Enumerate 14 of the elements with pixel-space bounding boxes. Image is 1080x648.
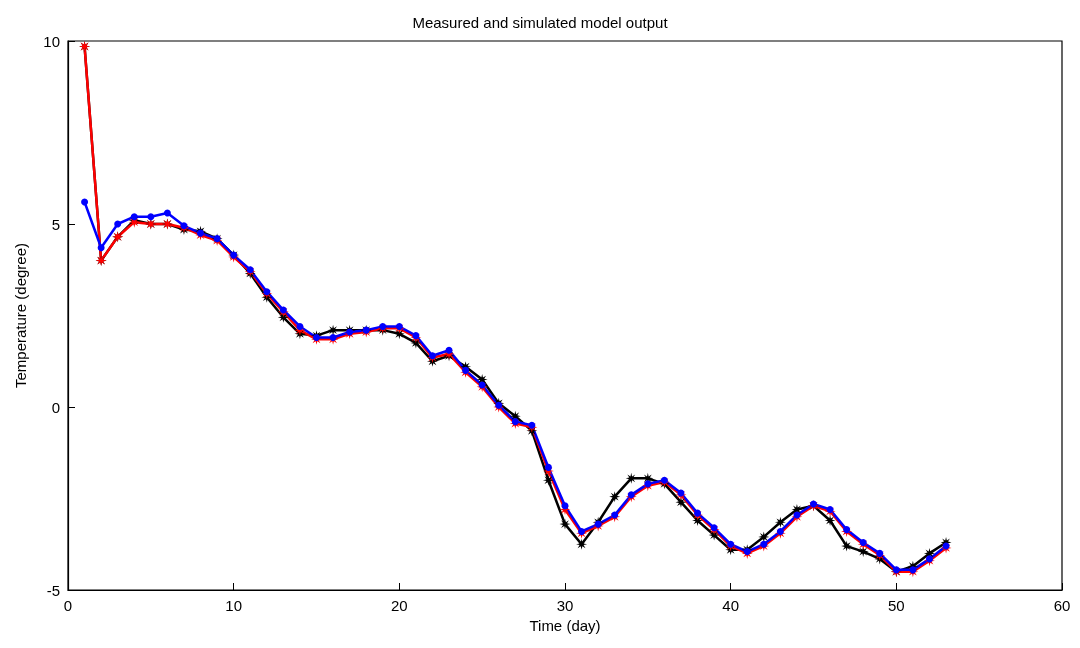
y-tick-label: 10 [43,32,60,50]
x-tick-label: 0 [63,597,73,614]
y-tick-label: 0 [51,398,60,416]
y-axis-title: Temperature (degree) [12,242,29,389]
x-axis-title: Time (day) [529,617,601,634]
x-tick-label: 40 [722,597,740,614]
chart-title: Measured and simulated model output [412,14,669,31]
y-tick-label: 5 [51,215,60,233]
x-tick-label: 10 [225,597,243,614]
x-tick-label: 30 [556,597,574,614]
x-tick-label: 50 [887,597,905,614]
x-tick-label: 20 [390,597,408,614]
x-tick-label: 60 [1053,597,1071,614]
y-tick-label: -5 [46,581,60,599]
